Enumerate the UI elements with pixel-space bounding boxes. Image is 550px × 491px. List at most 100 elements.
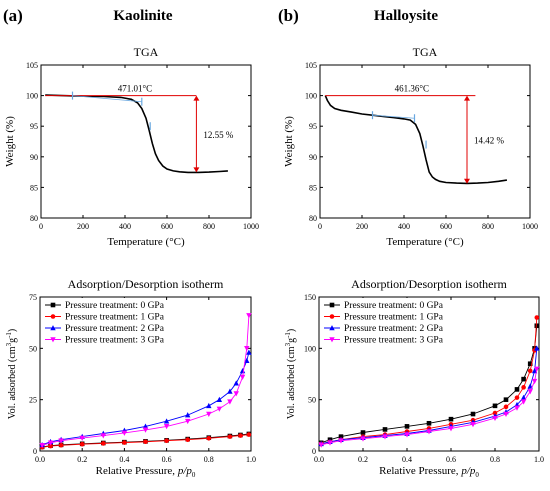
y-tick-label: 90: [309, 153, 317, 162]
y-tick-label: 0: [312, 447, 316, 456]
legend-box: [321, 298, 445, 347]
y-tick-label: 150: [304, 293, 316, 302]
data-point: [50, 325, 56, 331]
data-point: [514, 387, 520, 392]
plot-frame: [318, 296, 540, 452]
data-point: [58, 442, 64, 448]
x-tick-label: 400: [119, 222, 131, 231]
data-point: [404, 424, 410, 429]
data-point: [79, 435, 85, 441]
data-point: [206, 402, 212, 409]
data-point: [185, 418, 191, 425]
data-point: [50, 314, 56, 319]
panel-b-title: Halloysite: [373, 8, 439, 24]
x-tick-label: 200: [77, 222, 89, 231]
data-point: [39, 442, 45, 449]
y-tick-label: 105: [305, 61, 317, 70]
data-point: [534, 345, 540, 351]
y-tick-label: 100: [304, 344, 316, 353]
data-point: [163, 424, 170, 430]
y-tick-label: 85: [30, 183, 38, 192]
tga-curve: [45, 94, 228, 174]
chart-iso-b: 0.0 0.2 0.4 0.6 0.8 1.0 0 50 100 150 Adsorption/De…: [284, 277, 544, 479]
data-point: [246, 349, 252, 355]
data-point: [239, 374, 246, 380]
series-line: [321, 325, 538, 444]
series-line: [41, 352, 250, 446]
legend: Pressure treatment: 0 GPa Pressure treatm…: [42, 298, 166, 347]
chart-tga-a: 0 200 400 600 800 1000 80 85 90 95 100 105 TGA Temper…: [4, 45, 259, 248]
data-point: [206, 435, 212, 441]
data-point: [227, 388, 233, 394]
data-point: [164, 438, 169, 444]
x-tick-label: 400: [398, 222, 410, 231]
x-tick-label: 0.2: [358, 455, 368, 464]
x-tick-label: 0.4: [119, 455, 129, 464]
legend-label: Pressure treatment: 2 GPa: [65, 324, 165, 334]
arrow-head: [464, 95, 470, 101]
chart-title: TGA: [413, 45, 438, 59]
x-tick-label: 0.6: [446, 455, 456, 464]
data-point: [142, 423, 149, 429]
x-tick-label: 600: [440, 222, 452, 231]
data-point: [227, 399, 233, 405]
y-axis-label: Vol. adsorbed (cm3g-1): [5, 329, 18, 420]
weight-loss-label: 12.55 %: [203, 130, 234, 140]
legend: Pressure treatment: 0 GPa Pressure treatm…: [321, 298, 445, 347]
data-point: [426, 420, 432, 426]
data-point: [238, 433, 243, 438]
data-point: [521, 385, 526, 390]
data-point: [185, 437, 190, 443]
onset-temperature-label: 461.36°C: [395, 84, 429, 94]
series-line: [321, 368, 538, 446]
chart-title: Adsorption/Desorption isotherm: [68, 277, 224, 291]
tangent-line: [372, 114, 415, 119]
data-point: [142, 427, 149, 433]
y-tick-label: 75: [29, 293, 37, 302]
data-point: [360, 430, 366, 435]
data-point: [521, 376, 526, 382]
data-point: [534, 366, 540, 372]
data-point: [100, 433, 106, 439]
x-axis-label: Relative Pressure, p/p0: [379, 465, 479, 479]
tangent-line: [72, 95, 142, 103]
x-tick-label: 0.0: [314, 455, 324, 464]
data-point: [360, 436, 366, 442]
data-point: [338, 434, 344, 439]
data-point: [233, 380, 239, 386]
panel-a-title: Kaolinite: [113, 8, 173, 24]
data-point: [338, 438, 344, 444]
data-point: [527, 368, 533, 374]
data-point: [79, 441, 85, 447]
data-point: [327, 440, 333, 446]
y-tick-label: 85: [309, 183, 317, 192]
data-point: [426, 429, 432, 435]
y-tick-label: 90: [30, 153, 38, 162]
data-point: [244, 357, 250, 363]
plot-frame: [39, 296, 252, 452]
data-point: [206, 411, 212, 417]
data-point: [448, 426, 454, 432]
data-point: [163, 418, 170, 424]
data-point: [531, 378, 538, 385]
y-tick-label: 50: [29, 344, 37, 353]
x-tick-label: 0.0: [35, 455, 45, 464]
x-tick-label: 1.0: [246, 455, 256, 464]
data-point: [50, 302, 56, 308]
data-point: [216, 396, 223, 402]
x-tick-label: 0: [39, 222, 43, 231]
y-tick-label: 100: [26, 92, 38, 101]
x-tick-label: 1.0: [534, 455, 544, 464]
data-point: [50, 337, 56, 343]
arrow-head: [193, 95, 200, 101]
data-point: [514, 395, 520, 400]
onset-temperature-label: 471.01°C: [118, 84, 152, 94]
chart-tga-b: 0 200 400 600 800 1000 80 85 90 95 100 105 TGA Temper…: [283, 45, 538, 248]
series-pressure-treatment-3-gpa: [39, 313, 252, 449]
legend-label: Pressure treatment: 0 GPa: [344, 301, 444, 311]
x-axis-label: Relative Pressure, p/p0: [96, 465, 196, 479]
x-tick-label: 1000: [243, 222, 259, 231]
data-point: [101, 441, 106, 446]
data-point: [121, 430, 128, 436]
